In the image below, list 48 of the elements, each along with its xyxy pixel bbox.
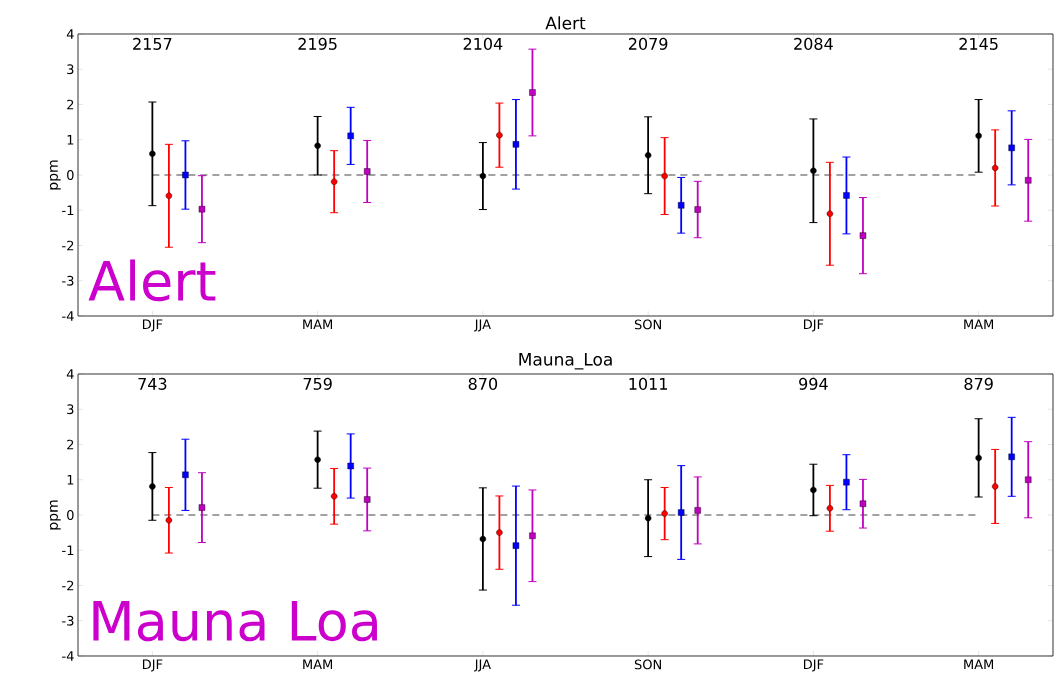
y-tick-label: 2 — [67, 99, 74, 110]
y-tick-label: 2 — [67, 439, 74, 450]
annotation: 2157 — [133, 37, 172, 50]
x-tick-label: MAM — [964, 659, 994, 669]
y-tick-label: 0 — [67, 170, 74, 180]
annotation: 1011 — [629, 377, 667, 390]
x-tick-label: DJF — [803, 659, 824, 672]
y-tick-label: 4 — [66, 29, 74, 39]
x-tick-label: SON — [634, 659, 661, 670]
x-tick-label: DJF — [142, 659, 163, 672]
annotation: 2079 — [628, 37, 668, 50]
chart-title: Alert — [545, 16, 586, 30]
y-axis-title: ppm — [49, 160, 61, 190]
x-tick-label: MAM — [303, 319, 333, 329]
x-tick-label: MAM — [964, 319, 994, 329]
y-tick-label: 1 — [67, 475, 74, 485]
y-tick-label: -1 — [62, 545, 74, 555]
y-tick-label: 3 — [67, 404, 74, 415]
y-tick-label: -1 — [62, 205, 74, 215]
x-tick-label: SON — [634, 319, 661, 330]
x-tick-label: DJF — [142, 319, 163, 332]
annotation: Alert — [88, 259, 216, 302]
annotation: 870 — [468, 377, 498, 390]
y-tick-label: -3 — [62, 615, 74, 626]
annotation: 994 — [799, 377, 828, 390]
annotation: Mauna Loa — [93, 601, 377, 642]
y-tick-label: -3 — [62, 275, 74, 286]
x-tick-label: JJA — [474, 319, 491, 332]
y-tick-label: -2 — [62, 240, 74, 251]
annotation: 743 — [138, 377, 167, 390]
y-tick-label: 4 — [66, 369, 74, 379]
x-tick-label: DJF — [803, 319, 824, 332]
y-tick-label: -4 — [62, 651, 74, 661]
y-axis-title: ppm — [49, 500, 61, 530]
annotation: 879 — [964, 377, 993, 390]
y-tick-label: -2 — [62, 580, 74, 591]
chart-title: Mauna_Loa — [519, 353, 612, 370]
y-tick-label: 3 — [67, 64, 74, 75]
x-tick-label: MAM — [303, 659, 333, 669]
y-tick-label: 1 — [67, 135, 74, 145]
annotation: 2084 — [794, 37, 833, 50]
annotation: 2145 — [959, 37, 998, 50]
y-tick-label: 0 — [67, 510, 74, 520]
annotation: 759 — [303, 377, 332, 390]
x-tick-label: JJA — [474, 659, 491, 672]
annotation: 2104 — [463, 37, 503, 50]
y-tick-label: -4 — [62, 311, 74, 321]
annotation: 2195 — [298, 37, 337, 50]
